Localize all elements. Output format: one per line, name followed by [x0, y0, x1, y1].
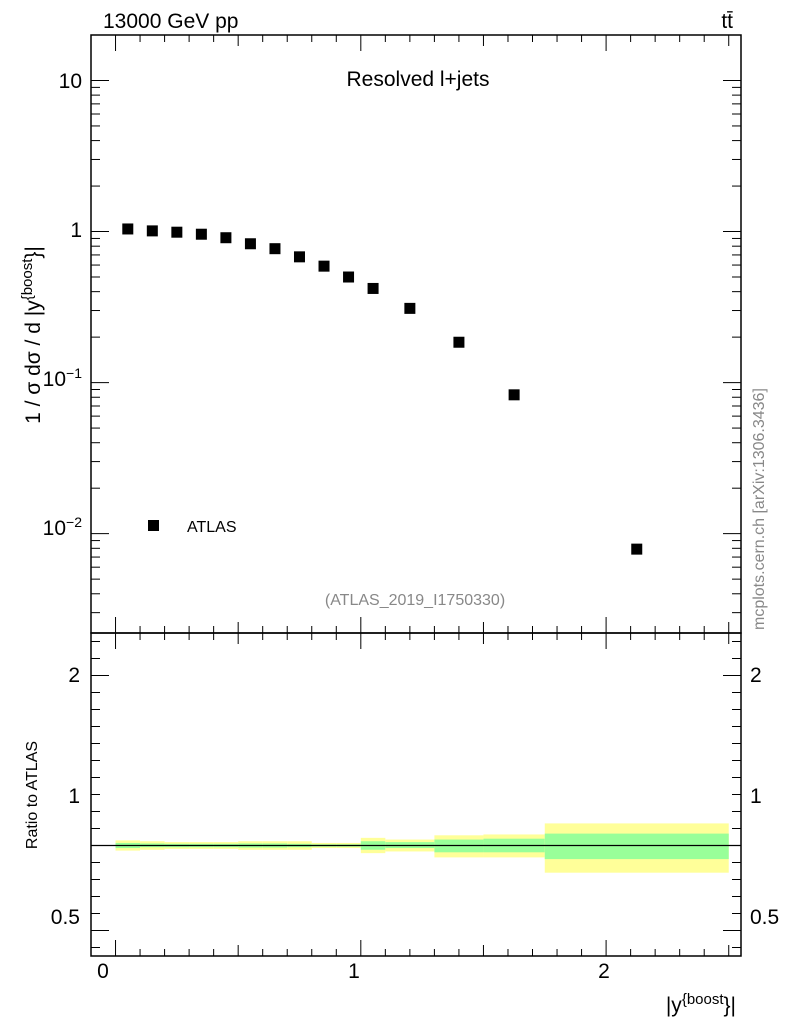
data-point: [367, 282, 379, 294]
data-point: [293, 251, 305, 263]
main-data-points: [122, 223, 643, 555]
data-point: [122, 223, 134, 235]
data-point: [220, 232, 232, 244]
ratio-y-tick-label-2: 2: [68, 664, 80, 687]
ratio-inner-band: [544, 833, 729, 860]
energy-label: 13000 GeV pp: [103, 10, 238, 33]
ratio-panel-frame: [90, 632, 742, 957]
x-tick-label-2: 2: [598, 960, 610, 983]
ratio-y-tick-label-0.5: 0.5: [51, 906, 80, 929]
x-axis-label: |y{boost}|: [666, 991, 736, 1018]
process-label: tt̄: [721, 10, 733, 33]
ratio-y-tick-label-2-right: 2: [750, 664, 762, 687]
legend-marker: [148, 520, 159, 531]
ratio-axis-ticks: [90, 633, 741, 956]
main-panel-frame: [90, 34, 742, 634]
y-tick-label-1: 1: [70, 219, 82, 242]
ratio-y-tick-label-1-right: 1: [750, 785, 762, 808]
analysis-label: (ATLAS_2019_I1750330): [325, 592, 505, 609]
data-point: [343, 271, 355, 283]
data-point: [453, 336, 465, 348]
data-point: [508, 389, 520, 401]
ratio-y-tick-label-1: 1: [68, 785, 80, 808]
data-point: [404, 302, 416, 314]
ratio-bands: [115, 823, 729, 873]
y-tick-label-1e-2: 10−2: [43, 514, 83, 540]
y-tick-label-1e-1: 10−1: [43, 365, 83, 391]
x-tick-label-0: 0: [97, 960, 109, 983]
data-point: [631, 543, 643, 555]
y-tick-label-10: 10: [59, 70, 82, 93]
data-point: [244, 238, 256, 250]
watermark: mcplots.cern.ch [arXiv:1306.3436]: [751, 388, 768, 630]
data-point: [195, 228, 207, 240]
data-point: [171, 226, 183, 238]
ratio-y-axis-label: Ratio to ATLAS: [24, 741, 41, 849]
legend-label-atlas: ATLAS: [187, 519, 237, 536]
ratio-y-tick-label-0.5-right: 0.5: [750, 906, 779, 929]
main-y-axis-label: 1 / σ dσ / d |y{boost}|: [19, 246, 46, 424]
main-axis-ticks: [90, 34, 741, 633]
x-tick-label-1: 1: [348, 960, 360, 983]
data-point: [318, 260, 330, 272]
main-title: Resolved l+jets: [347, 68, 490, 91]
data-point: [146, 225, 158, 237]
data-point: [269, 243, 281, 255]
